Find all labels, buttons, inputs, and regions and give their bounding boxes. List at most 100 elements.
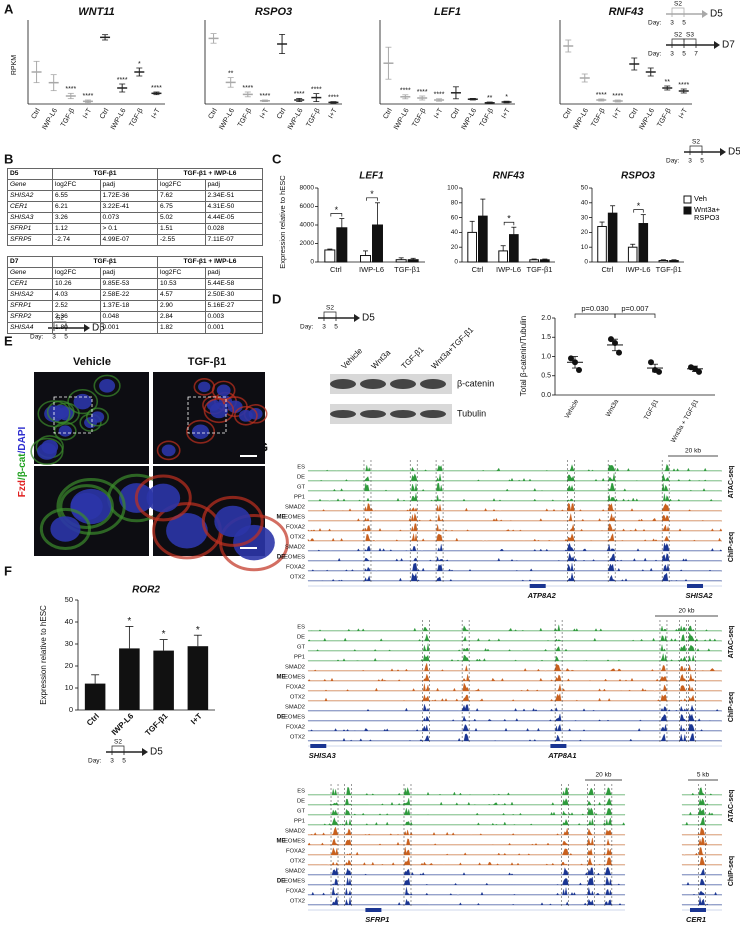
y-tick-label: 1.0 xyxy=(541,353,551,360)
lane-label: Wnt3a xyxy=(370,348,393,371)
timeline-day-label: Day: xyxy=(88,758,102,765)
cell-membrane xyxy=(201,495,264,547)
group-label: DE xyxy=(277,879,285,885)
bar xyxy=(498,250,509,263)
zoom-box xyxy=(187,396,227,434)
chart-title: LEF1 xyxy=(434,6,461,18)
nucleus xyxy=(90,411,105,423)
stage-label: S2 xyxy=(326,305,334,312)
track-label: ES xyxy=(297,465,305,471)
signal-track xyxy=(681,827,723,836)
data-point xyxy=(568,355,574,362)
signal-track xyxy=(307,463,723,472)
signal-track xyxy=(307,846,626,856)
significance: * xyxy=(637,201,641,211)
chart-title: RSPO3 xyxy=(621,171,655,182)
legend-label: Veh xyxy=(694,194,707,203)
signal-track xyxy=(307,817,626,826)
nucleus xyxy=(198,381,211,393)
significance: * xyxy=(505,94,508,101)
signal-track xyxy=(307,896,626,906)
x-tick-label: IWP-L6 xyxy=(393,107,411,131)
bar xyxy=(187,646,209,710)
bar xyxy=(372,224,383,263)
x-tick-label: Ctrl xyxy=(207,107,219,120)
x-tick-label: Vehicle xyxy=(564,398,581,420)
track-label: OTX2 xyxy=(290,575,305,581)
timeline-tick-label: 3 xyxy=(688,158,692,165)
signal-track xyxy=(307,866,626,876)
table-cell: 2.50E-30 xyxy=(204,289,263,301)
signal-track xyxy=(307,693,723,702)
table-cell: 3.22E-41 xyxy=(99,201,158,213)
x-tick-label: Wnt3a + TGF-β1 xyxy=(670,398,701,444)
table-cell: 2.90 xyxy=(156,300,206,312)
y-tick-label: 0 xyxy=(584,259,588,266)
legend-swatch xyxy=(683,195,692,204)
x-tick-label: TGF-β xyxy=(590,107,606,128)
track-label: GT xyxy=(297,485,306,491)
track-label: OTX2 xyxy=(290,535,305,541)
y-tick-label: 2000 xyxy=(300,240,315,247)
signal-track xyxy=(307,826,626,836)
table: D5 TGF-β1 TGF-β1 + IWP-L6 Gene log2FC padj log… xyxy=(7,168,264,246)
signal-track xyxy=(307,653,723,662)
bar xyxy=(478,215,488,263)
legend-label: Wnt3a+ RSPO3 xyxy=(694,205,721,222)
track-label: DE xyxy=(297,799,305,805)
significance: * xyxy=(196,625,200,636)
signal-track xyxy=(307,624,723,632)
y-tick-label: 0 xyxy=(69,705,73,714)
bar xyxy=(407,259,419,263)
data-point xyxy=(648,359,654,366)
blot-band xyxy=(390,379,416,389)
bar xyxy=(509,234,519,263)
group-label: ME xyxy=(277,675,286,681)
y-tick-label: 40 xyxy=(451,229,459,236)
signal-track xyxy=(307,837,626,846)
comparison-bracket xyxy=(574,313,616,318)
nucleus xyxy=(70,492,103,521)
blot-band xyxy=(360,410,386,418)
x-tick-label: IWP-L6 xyxy=(41,107,59,131)
table-cell: SFRP1 xyxy=(7,300,53,312)
table-cell: > 0.1 xyxy=(99,223,158,235)
bar xyxy=(119,648,140,710)
timeline-tick-label: 3 xyxy=(670,51,674,58)
signal-track xyxy=(307,673,723,682)
signal-track xyxy=(307,552,723,562)
x-tick-label: IWP-L6 xyxy=(638,107,656,131)
stage-bracket xyxy=(671,38,685,42)
x-tick-label: Ctrl xyxy=(382,107,394,120)
table-cell: D5 xyxy=(7,168,53,180)
x-tick-label: TGF-β xyxy=(479,107,495,128)
stain-name: /DAPI xyxy=(17,426,28,453)
nucleus xyxy=(216,384,231,397)
x-tick-label: TGF-β xyxy=(656,107,672,128)
x-tick-label: I+T xyxy=(189,711,204,726)
x-tick-label: TGF-β1 xyxy=(643,398,661,421)
x-tick-label: Ctrl xyxy=(99,107,111,120)
timeline-day-label: Day: xyxy=(300,324,314,331)
significance: **** xyxy=(434,92,445,99)
chart-title: WNT11 xyxy=(78,6,114,18)
y-tick-label: 100 xyxy=(447,185,458,192)
track-label: SMAD2 xyxy=(285,705,305,711)
data-point xyxy=(696,368,702,375)
stage-bracket xyxy=(671,7,685,11)
x-tick-label: IWP-L6 xyxy=(218,107,236,131)
panel-label: E xyxy=(4,333,13,348)
stage-label: S2 xyxy=(674,32,682,39)
gene-label: SHISA2 xyxy=(685,591,713,600)
track-label: ES xyxy=(297,625,305,631)
track-label: EOMES xyxy=(284,879,305,885)
table-cell: TGF-β1 xyxy=(52,256,158,268)
gene-label: ATP8A2 xyxy=(527,591,557,600)
track-label: OTX2 xyxy=(290,899,305,905)
x-tick-label: I+T xyxy=(678,107,690,120)
nucleus xyxy=(238,409,253,422)
track-label: SMAD2 xyxy=(285,505,305,511)
cell-membrane xyxy=(85,407,110,427)
comparison-bracket xyxy=(614,313,656,318)
